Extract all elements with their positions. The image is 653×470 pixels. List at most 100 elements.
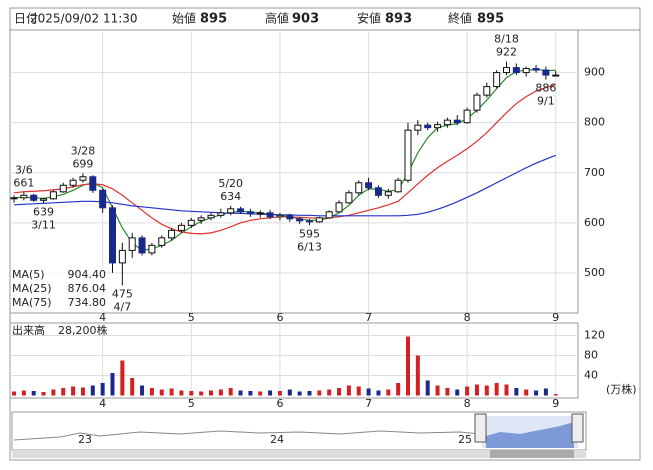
volume-bar xyxy=(169,388,174,396)
volume-bar xyxy=(327,389,332,396)
y-tick-label: 800 xyxy=(584,116,605,129)
volume-panel xyxy=(9,322,579,399)
volume-bar xyxy=(120,360,125,396)
candle-body xyxy=(345,192,353,204)
annotation-price: 699 xyxy=(72,157,93,170)
volume-bar xyxy=(337,388,342,396)
y-tick-label: 500 xyxy=(584,266,605,279)
annotation-price: 595 xyxy=(299,227,320,240)
volume-bar xyxy=(553,394,558,396)
ma-line xyxy=(13,84,556,235)
annotation-price: 886 xyxy=(535,82,556,95)
candle-body xyxy=(118,249,126,264)
volume-bar xyxy=(406,336,410,396)
volume-bar xyxy=(494,383,499,396)
annotation-date: 4/7 xyxy=(113,300,131,313)
candle-body xyxy=(266,212,274,218)
volume-title: 出来高 xyxy=(12,323,45,337)
candle-body xyxy=(59,184,67,193)
navigator-handle[interactable] xyxy=(571,413,584,443)
candle-body xyxy=(20,194,28,199)
candle-body xyxy=(286,214,294,220)
navigator-label: 24 xyxy=(270,433,284,446)
volume-bar xyxy=(524,389,529,396)
candle-body xyxy=(246,211,254,215)
annotation-date: 3/6 xyxy=(15,163,33,176)
volume-bar xyxy=(179,390,184,396)
volume-bar xyxy=(199,391,204,396)
candle-body xyxy=(443,119,451,126)
candle-body xyxy=(463,109,471,124)
header-value: 895 xyxy=(477,12,504,27)
volume-bar xyxy=(218,389,223,396)
candle-body xyxy=(217,212,225,216)
candle-body xyxy=(158,237,166,246)
volume-bar xyxy=(21,390,26,396)
scrollbar[interactable] xyxy=(12,450,586,458)
header-label: 日付 xyxy=(14,12,38,26)
candle-body xyxy=(227,208,235,214)
candle-body xyxy=(374,187,382,196)
annotation-date: 3/28 xyxy=(71,144,96,157)
volume-bar xyxy=(12,391,16,396)
volume-bar xyxy=(465,386,470,396)
candle-body xyxy=(187,219,195,226)
volume-bar xyxy=(100,383,105,396)
volume-bar xyxy=(140,385,145,396)
candle-body xyxy=(168,229,176,239)
candle-body xyxy=(453,119,461,124)
volume-bar xyxy=(228,388,233,396)
volume-bar xyxy=(61,388,66,396)
annotation-price: 922 xyxy=(496,46,517,59)
volume-bar xyxy=(248,391,253,396)
y-tick-label: 120 xyxy=(584,329,605,342)
header-label: 高値 xyxy=(265,11,289,26)
header-label: 終値 xyxy=(448,11,472,26)
candle-body xyxy=(414,124,422,131)
volume-bar xyxy=(307,391,312,396)
volume-bar xyxy=(41,392,46,396)
annotation-date: 6/13 xyxy=(297,240,322,253)
candle-body xyxy=(315,217,323,223)
volume-bar xyxy=(386,389,391,396)
candle-body xyxy=(40,198,48,201)
x-tick-label: 7 xyxy=(365,311,372,324)
volume-bar xyxy=(258,391,263,396)
annotation-date: 5/20 xyxy=(218,177,243,190)
volume-bar xyxy=(445,388,450,396)
annotation-price: 634 xyxy=(220,190,241,203)
volume-bar xyxy=(297,391,302,396)
x-tick-label: 8 xyxy=(464,397,471,410)
header-value: 895 xyxy=(200,12,227,27)
volume-bar xyxy=(396,383,401,396)
candle-body xyxy=(473,94,481,111)
annotation-date: 3/11 xyxy=(31,218,56,231)
volume-bar xyxy=(51,389,56,396)
volume-bar xyxy=(31,391,36,396)
volume-bar xyxy=(277,391,282,396)
candle-body xyxy=(424,124,432,129)
legend-name: MA(5) xyxy=(12,268,45,281)
legend-value: 876.04 xyxy=(68,282,107,295)
header-label: 始値 xyxy=(172,11,196,26)
candle-body xyxy=(207,214,215,219)
candle-body xyxy=(306,220,313,223)
candle-body xyxy=(148,244,156,254)
volume-bar xyxy=(534,390,539,396)
navigator-line xyxy=(13,430,481,441)
legend-value: 904.40 xyxy=(68,268,107,281)
y-tick-label: 900 xyxy=(584,66,605,79)
volume-bar xyxy=(366,388,371,396)
navigator-handle[interactable] xyxy=(474,413,487,443)
volume-bar xyxy=(514,388,519,396)
volume-bar xyxy=(346,385,351,396)
legend-box xyxy=(11,282,108,296)
x-tick-label: 8 xyxy=(464,311,471,324)
candle-body xyxy=(483,86,491,96)
candle-body xyxy=(355,182,363,194)
header-value: 2025/09/02 11:30 xyxy=(30,12,138,26)
scrollbar-thumb[interactable] xyxy=(490,450,574,458)
x-tick-label: 9 xyxy=(552,311,559,324)
candle-body xyxy=(394,179,402,193)
